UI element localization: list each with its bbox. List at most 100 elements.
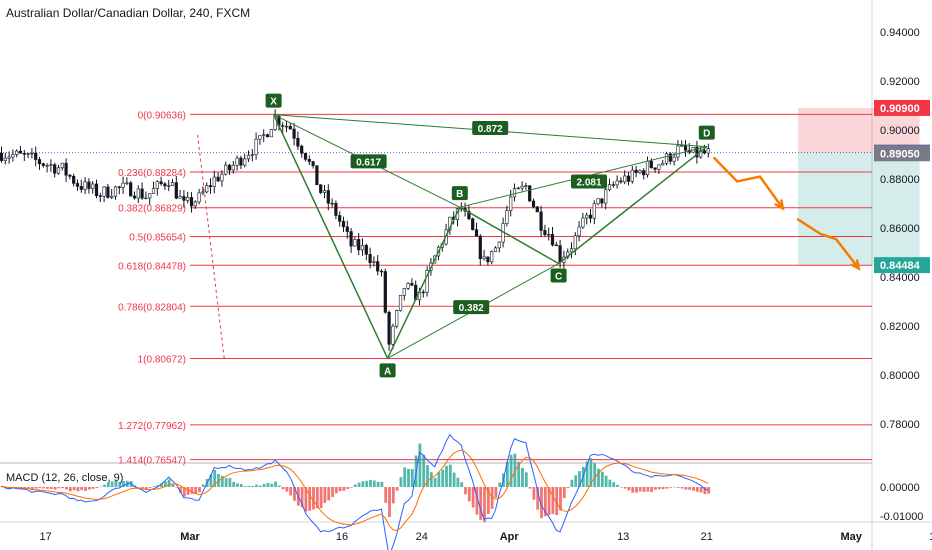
pattern-ratio-badge[interactable] (350, 154, 387, 169)
pattern-ratio-label: 0.617 (356, 157, 381, 168)
macd-histogram-bar (570, 479, 574, 487)
price-tick-label: 0.86000 (880, 223, 920, 235)
price-badge-label: 0.90900 (880, 103, 920, 115)
macd-histogram-bar (593, 463, 597, 487)
fib-trend-line[interactable] (197, 134, 225, 359)
macd-histogram-bar (540, 487, 543, 519)
price-badge[interactable] (874, 257, 930, 274)
candle-body (170, 182, 175, 186)
candle-body (94, 183, 99, 197)
macd-histogram-bar (156, 485, 160, 487)
price-axis[interactable]: 0.94000 0.92000 0.90000 0.88000 0.86000 0.840… (874, 27, 930, 523)
fibonacci-retracement[interactable]: 0(0.90636) 0.236(0.88284) 0.382(0.86829) 0.… (0, 110, 872, 467)
macd-histogram-bar (53, 487, 57, 490)
forecast-arrow[interactable] (796, 218, 861, 270)
pattern-ratio-badge[interactable] (453, 300, 490, 315)
macd-histogram-bar (604, 475, 608, 487)
price-badge-label: 0.84484 (880, 260, 921, 272)
fib-level-label: 0.618(0.84478) (118, 261, 186, 272)
candle-body (311, 161, 315, 166)
forecast-arrows[interactable] (713, 156, 861, 271)
pattern-point-badge[interactable] (451, 186, 468, 201)
macd-indicator-label[interactable]: MACD (12, 26, close, 9) (6, 472, 124, 484)
price-badge[interactable] (874, 145, 930, 162)
candle-body (0, 152, 4, 161)
macd-histogram-bar (384, 487, 388, 503)
candle-body (376, 261, 380, 272)
macd-histogram-bar (551, 487, 555, 514)
candle-body (357, 239, 361, 251)
macd-histogram-bar (654, 487, 657, 490)
candle-body (174, 182, 178, 199)
pattern-ratio-badge[interactable] (472, 121, 509, 136)
pattern-ratio-badge[interactable] (571, 174, 607, 189)
candle-body (243, 158, 247, 166)
candle-body (482, 256, 486, 260)
candle-body (672, 156, 676, 162)
price-tick-label: 0.84000 (880, 272, 920, 284)
time-axis[interactable]: 17 Mar 16 24 Apr 13 21 May 11 (39, 531, 932, 543)
macd-histogram-bar (380, 481, 384, 487)
pattern-point-badge[interactable] (550, 268, 567, 283)
candle-body (657, 164, 661, 170)
macd-histogram-bar (342, 487, 346, 491)
candle-body (53, 164, 57, 174)
macd-histogram-bar (448, 464, 452, 487)
macd-histogram-bar (251, 485, 255, 487)
price-badge[interactable] (874, 99, 930, 116)
pattern-leg[interactable] (272, 114, 389, 359)
macd-histogram-bar (562, 487, 566, 499)
macd-histogram-bar (600, 471, 604, 487)
candle-body (486, 256, 490, 263)
pattern-point-badge[interactable] (265, 93, 282, 108)
candle-body (292, 128, 296, 139)
macd-tick-label: -0.01000 (880, 511, 923, 523)
macd-histogram-bar (262, 483, 266, 487)
candle-body (106, 186, 110, 198)
pattern-point-badge[interactable] (698, 125, 715, 140)
candle-body (550, 234, 555, 246)
macd-histogram-bar (338, 487, 342, 492)
candle-body (167, 185, 171, 187)
macd-histogram-bar (521, 467, 524, 487)
xabcd-pattern[interactable]: X A B C D 0.872 0.617 2.081 0.382 (265, 93, 715, 378)
macd-histogram-bar (422, 454, 426, 487)
macd-histogram-bar (327, 487, 331, 501)
macd-histogram-bar (437, 472, 441, 487)
pattern-leg[interactable] (558, 146, 708, 265)
candle-body (288, 125, 292, 130)
candle-body (391, 325, 395, 345)
macd-histogram-bar (475, 487, 479, 515)
candle-body (322, 190, 327, 193)
candle-body (125, 182, 129, 184)
macd-histogram-bar (547, 487, 551, 515)
candle-body (528, 185, 532, 202)
candle-body (615, 180, 619, 186)
take-profit-zone[interactable] (798, 152, 920, 266)
forecast-arrow[interactable] (713, 156, 785, 210)
chart-title: Australian Dollar/Canadian Dollar, 240, … (6, 6, 251, 20)
macd-histogram-bar (612, 482, 616, 487)
candle-body (300, 145, 304, 154)
pattern-leg[interactable] (386, 206, 461, 359)
fib-level-label: 0.5(0.85654) (129, 232, 186, 243)
pattern-point-badge[interactable] (379, 363, 396, 378)
macd-histogram-bar (266, 482, 270, 487)
macd-histogram-bar (190, 487, 194, 494)
macd-histogram-bar (243, 486, 247, 487)
candle-body (364, 245, 368, 255)
pattern-leg[interactable] (459, 206, 559, 265)
macd-histogram-bar (209, 474, 213, 487)
macd-histogram-bar (680, 487, 684, 489)
macd-histogram-bar (167, 479, 171, 487)
candle-body (307, 159, 311, 162)
macd-histogram-bar (471, 487, 475, 508)
macd-histogram-bar (407, 468, 410, 487)
macd-histogram-bar (657, 487, 661, 490)
macd-line (1, 433, 709, 550)
forecast-arrowhead[interactable] (774, 199, 785, 211)
forecast-arrowhead[interactable] (850, 259, 861, 271)
macd-histogram-bar (357, 482, 361, 487)
